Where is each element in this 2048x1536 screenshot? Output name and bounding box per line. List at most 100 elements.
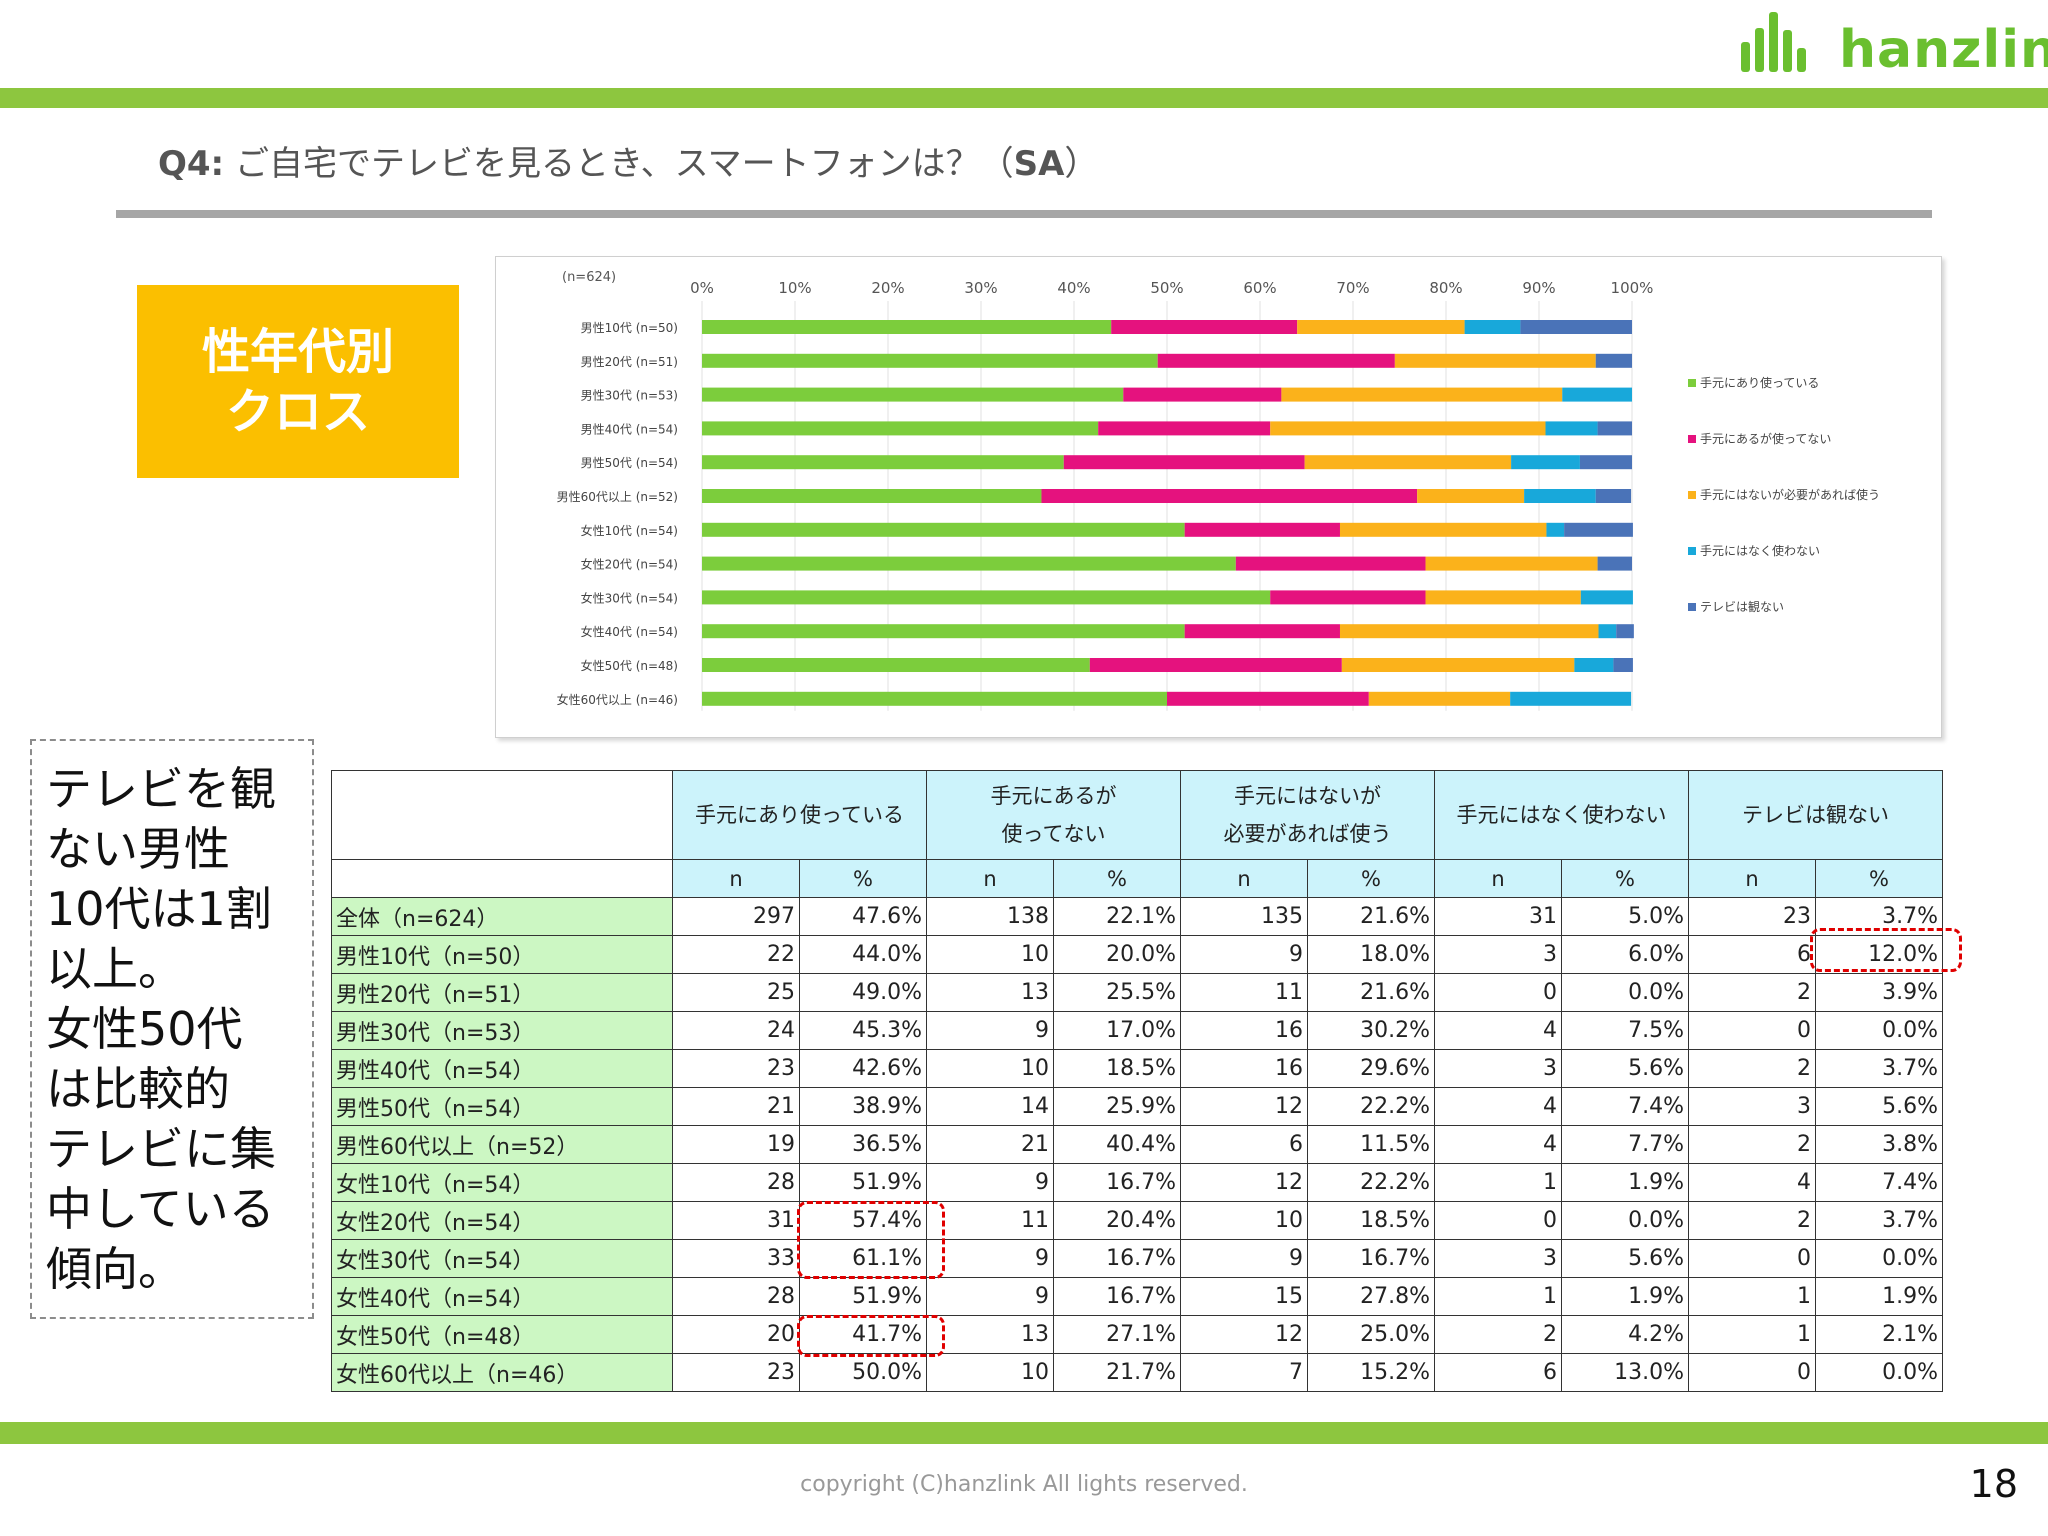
cell-n: 1 [1688, 1277, 1816, 1316]
bar-segment [1562, 387, 1632, 402]
bar-segment [1098, 421, 1271, 436]
table-corner-sub [331, 859, 673, 898]
cell-n: 7 [1180, 1353, 1308, 1392]
bar-segment [702, 455, 1064, 470]
cell-pct: 30.2% [1307, 1011, 1435, 1050]
data-table: 手元にあり使っている 手元にあるが 使ってない 手元にはないが 必要があれば使う 手元… [331, 770, 1943, 1392]
bar-segment [1425, 590, 1581, 605]
cell-pct: 27.1% [1053, 1315, 1181, 1354]
subheader-pct: % [1053, 859, 1181, 898]
cell-pct: 22.1% [1053, 897, 1181, 936]
table-row: 女性20代（n=54） 31 57.4% 11 20.4% 10 18.5% 0 0.0% 2 3.… [331, 1201, 1943, 1240]
cell-pct: 0.0% [1561, 973, 1689, 1012]
cell-n: 138 [926, 897, 1054, 936]
bar-segment [702, 522, 1185, 537]
cell-n: 0 [1688, 1239, 1816, 1278]
cell-n: 2 [1434, 1315, 1562, 1354]
cell-pct: 2.1% [1815, 1315, 1943, 1354]
subheader-pct: % [1561, 859, 1689, 898]
cell-n: 9 [926, 1277, 1054, 1316]
table-corner [331, 770, 673, 860]
cell-pct: 3.8% [1815, 1125, 1943, 1164]
y-category-label: 男性40代 (n=54) [581, 422, 678, 436]
bar-segment [702, 590, 1271, 605]
cell-pct: 0.0% [1561, 1201, 1689, 1240]
cell-pct: 50.0% [799, 1353, 927, 1392]
bar-segment [1368, 691, 1511, 706]
cell-n: 1 [1434, 1163, 1562, 1202]
cell-n: 2 [1688, 973, 1816, 1012]
cell-pct: 21.7% [1053, 1353, 1181, 1392]
table-row: 女性40代（n=54） 28 51.9% 9 16.7% 15 27.8% 1 1.9% 1 1.9… [331, 1277, 1943, 1316]
cell-pct: 27.8% [1307, 1277, 1435, 1316]
cell-pct: 25.0% [1307, 1315, 1435, 1354]
cell-pct: 1.9% [1561, 1277, 1689, 1316]
stacked-bar-chart: (n=624) 0% 10% 20% 30% 40% 50% 60% 70% 80% 90% 100%… [495, 256, 1942, 738]
cell-pct: 47.6% [799, 897, 927, 936]
bar-segment [1580, 590, 1633, 605]
cell-n: 2 [1688, 1125, 1816, 1164]
cell-n: 1 [1688, 1315, 1816, 1354]
table-subheader-row: n% n% n% n% n% [331, 859, 1943, 898]
cell-n: 0 [1688, 1353, 1816, 1392]
row-label: 全体（n=624） [331, 897, 673, 936]
bar-segment [1167, 691, 1369, 706]
column-header: 手元にあり使っている [672, 770, 927, 860]
cell-pct: 18.0% [1307, 935, 1435, 974]
cell-n: 23 [1688, 897, 1816, 936]
bar-segment [1341, 658, 1575, 672]
y-category-label: 男性10代 (n=50) [581, 321, 678, 335]
header-band [0, 88, 2048, 108]
cell-pct: 13.0% [1561, 1353, 1689, 1392]
cell-n: 4 [1434, 1087, 1562, 1126]
cell-pct: 7.5% [1561, 1011, 1689, 1050]
x-tick-label: 40% [1057, 279, 1090, 297]
column-header: 手元にあるが 使ってない [926, 770, 1181, 860]
cell-pct: 7.7% [1561, 1125, 1689, 1164]
cell-n: 4 [1434, 1125, 1562, 1164]
cell-n: 13 [926, 973, 1054, 1012]
legend-label: 手元にはなく使わない [1700, 543, 1820, 558]
row-label: 女性10代（n=54） [331, 1163, 673, 1202]
row-label: 女性40代（n=54） [331, 1277, 673, 1316]
legend-swatch [1688, 379, 1696, 387]
cell-pct: 20.0% [1053, 935, 1181, 974]
cell-n: 4 [1434, 1011, 1562, 1050]
bar-segment [702, 320, 1112, 334]
bar-segment [1616, 624, 1634, 639]
cell-pct: 16.7% [1053, 1277, 1181, 1316]
bar-segment [1595, 353, 1632, 368]
question-close: ） [1064, 144, 1099, 184]
cell-pct: 16.7% [1053, 1239, 1181, 1278]
bar-segment [1597, 421, 1632, 436]
cell-n: 0 [1434, 973, 1562, 1012]
cell-n: 15 [1180, 1277, 1308, 1316]
subheader-n: n [1688, 859, 1816, 898]
brand-name: hanzlink [1839, 20, 2048, 80]
legend-swatch [1688, 491, 1696, 499]
y-category-label: 女性30代 (n=54) [581, 590, 678, 605]
table-row: 女性10代（n=54） 28 51.9% 9 16.7% 12 22.2% 1 1.9% 4 7.4… [331, 1163, 1943, 1202]
legend-label: 手元にあるが使ってない [1700, 431, 1831, 446]
cell-pct: 0.0% [1815, 1353, 1943, 1392]
cell-n: 22 [672, 935, 800, 974]
x-tick-label: 10% [778, 279, 811, 297]
question-text: ご自宅でテレビを見るとき、スマートフォンは？（ [234, 144, 1014, 184]
cell-n: 6 [1434, 1353, 1562, 1392]
bar-segment [1511, 455, 1580, 470]
subheader-n: n [672, 859, 800, 898]
cell-pct: 7.4% [1815, 1163, 1943, 1202]
cell-pct: 16.7% [1053, 1163, 1181, 1202]
table-row: 男性30代（n=53） 24 45.3% 9 17.0% 16 30.2% 4 7.5% 0 0.0… [331, 1011, 1943, 1050]
cell-pct: 25.5% [1053, 973, 1181, 1012]
bar-segment [1520, 320, 1632, 334]
cell-n: 297 [672, 897, 800, 936]
bar-segment [1270, 590, 1426, 605]
cell-pct: 41.7% [799, 1315, 927, 1354]
cell-n: 12 [1180, 1087, 1308, 1126]
cell-n: 10 [926, 1049, 1054, 1088]
cell-pct: 29.6% [1307, 1049, 1435, 1088]
cell-n: 11 [1180, 973, 1308, 1012]
bar-segment [1417, 489, 1525, 503]
cell-n: 16 [1180, 1011, 1308, 1050]
